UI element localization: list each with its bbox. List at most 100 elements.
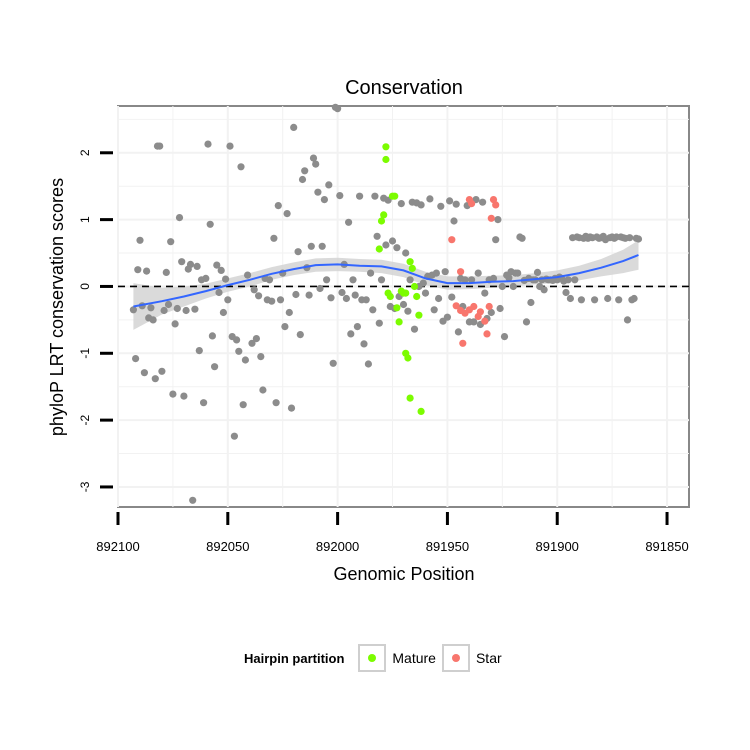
- point-other: [178, 258, 186, 266]
- point-other: [129, 306, 137, 314]
- point-star: [452, 302, 460, 310]
- point-other: [347, 330, 355, 338]
- point-other: [162, 268, 170, 276]
- legend-dot-mature: [368, 654, 377, 662]
- point-star: [487, 214, 495, 222]
- point-other: [533, 268, 542, 276]
- point-other: [351, 291, 359, 299]
- confidence-ribbon: [133, 240, 639, 330]
- point-other: [180, 392, 188, 400]
- y-tick-label: -2: [78, 414, 92, 425]
- point-other: [514, 269, 522, 277]
- point-other: [255, 292, 263, 300]
- point-other: [259, 386, 267, 394]
- point-other: [481, 289, 489, 297]
- point-other: [272, 399, 280, 407]
- point-other: [443, 313, 451, 321]
- point-other: [290, 123, 298, 131]
- point-other: [417, 201, 425, 209]
- point-star: [448, 236, 456, 244]
- legend-label-star: Star: [475, 650, 502, 666]
- point-other: [382, 241, 390, 249]
- point-other: [233, 336, 241, 344]
- point-other: [406, 276, 414, 284]
- point-other: [362, 296, 370, 304]
- point-other: [309, 154, 318, 162]
- point-other: [283, 210, 291, 218]
- point-mature: [408, 264, 416, 272]
- confidence-ribbon-layer: [133, 240, 639, 330]
- point-other: [591, 296, 599, 304]
- legend-label-mature: Mature: [392, 650, 436, 666]
- point-mature: [391, 192, 399, 200]
- point-other: [202, 274, 210, 282]
- point-other: [136, 236, 144, 244]
- point-other: [461, 276, 469, 284]
- point-other: [164, 300, 173, 309]
- point-mature: [410, 282, 419, 291]
- point-mature: [417, 407, 425, 415]
- point-other: [468, 276, 476, 284]
- point-other: [566, 294, 575, 303]
- point-other: [186, 260, 195, 268]
- point-other: [474, 269, 482, 277]
- point-other: [320, 196, 328, 204]
- point-other: [562, 288, 570, 297]
- point-other: [369, 306, 377, 314]
- point-other: [151, 375, 159, 383]
- point-other: [276, 296, 285, 304]
- point-other: [265, 276, 274, 284]
- point-other: [450, 217, 458, 225]
- point-other: [393, 244, 401, 252]
- point-other: [314, 188, 322, 196]
- y-tick-label: -1: [78, 348, 92, 359]
- point-other: [402, 249, 410, 257]
- point-other: [634, 235, 643, 243]
- point-other: [200, 399, 208, 407]
- point-other: [193, 262, 201, 270]
- point-other: [211, 363, 219, 371]
- point-other: [143, 267, 151, 275]
- point-other: [437, 202, 445, 210]
- smooth-layer: [133, 254, 639, 308]
- point-mature: [393, 304, 401, 312]
- point-other: [140, 369, 148, 377]
- point-other: [329, 359, 337, 367]
- point-other: [441, 268, 449, 276]
- point-other: [149, 316, 157, 324]
- point-other: [448, 293, 456, 301]
- point-other: [285, 308, 293, 317]
- point-other: [134, 266, 142, 274]
- smooth-line: [133, 254, 639, 308]
- point-other: [305, 291, 313, 299]
- point-other: [522, 318, 531, 326]
- point-other: [397, 200, 405, 208]
- point-other: [287, 404, 296, 412]
- point-other: [175, 214, 184, 222]
- point-other: [419, 279, 427, 287]
- legend-title: Hairpin partition: [244, 650, 345, 666]
- point-other: [244, 271, 252, 279]
- point-other: [518, 234, 526, 242]
- point-other: [364, 360, 372, 368]
- legend: Hairpin partition Mature Star: [244, 644, 508, 672]
- y-axis-label: phyloP LRT conservation scores: [47, 178, 67, 436]
- point-mature: [384, 289, 392, 297]
- legend-key-star: [441, 644, 470, 672]
- point-other: [268, 297, 276, 305]
- point-other: [171, 320, 179, 328]
- point-other: [294, 248, 302, 256]
- y-tick-label: 0: [78, 283, 92, 290]
- point-mature: [413, 292, 421, 301]
- point-other: [158, 367, 166, 375]
- point-other: [235, 347, 243, 355]
- point-other: [327, 294, 335, 302]
- point-other: [222, 275, 230, 283]
- point-other: [217, 266, 225, 274]
- point-other: [435, 294, 443, 303]
- point-other: [250, 286, 258, 294]
- point-other: [323, 276, 331, 284]
- point-other: [498, 282, 506, 291]
- point-other: [215, 288, 223, 297]
